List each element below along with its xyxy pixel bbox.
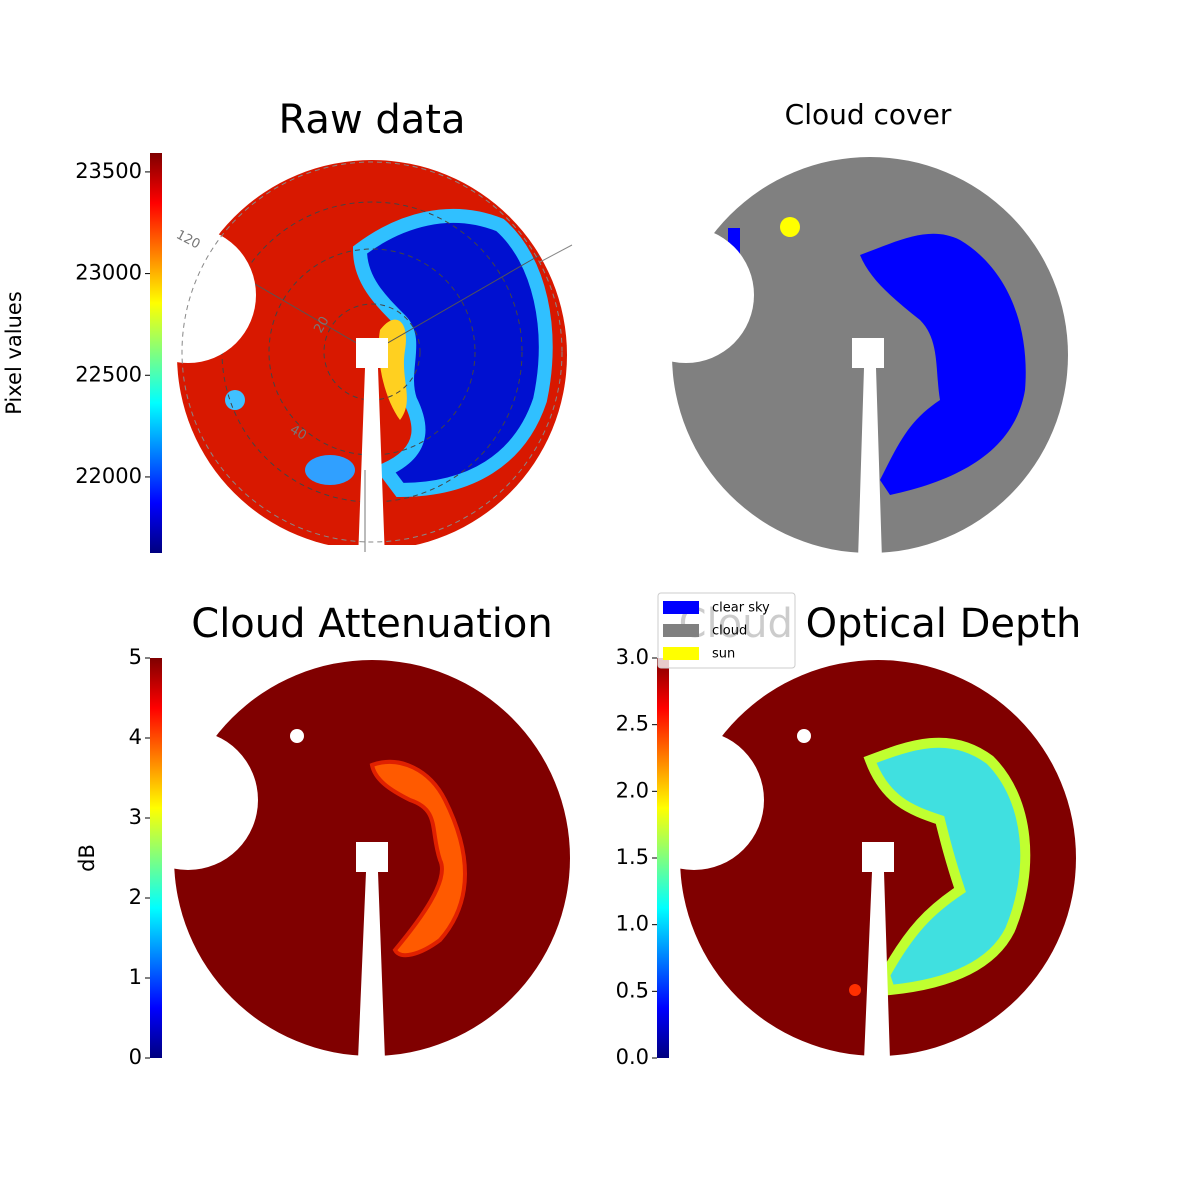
colorbar-tick-label: 1 [129,965,142,989]
polar-spoke [539,244,573,263]
attenuation-image [170,655,580,1065]
colorbar-tick-label: 1.5 [616,845,649,869]
colorbar-tick-label: 2 [129,885,142,909]
colorbar-tick-label: 22000 [75,464,142,488]
legend-label: sun [712,647,735,662]
colorbar-tick-label: 22500 [75,362,142,386]
colorbar-tick-label: 2.0 [616,778,649,802]
legend-swatch [663,647,699,660]
panel-title: Raw data [279,97,466,143]
colorbar-tick-label: 5 [129,645,142,669]
panel-title: Cloud Attenuation [191,601,552,647]
polar-label: 40 [287,422,309,443]
colorbar-tick-label: 4 [129,725,142,749]
colorbar-tick-label: 0 [129,1045,142,1069]
colorbar-tick-label: 2.5 [616,712,649,736]
colorbar-label: dB [75,844,99,872]
colorbar [150,658,162,1058]
colorbar-tick-label: 3.0 [616,645,649,669]
legend-swatch [663,624,699,637]
panel-title: Cloud cover [785,98,952,131]
colorbar-label: Pixel values [2,291,26,415]
colorbar-tick-label: 0.0 [616,1045,649,1069]
polar-ring [181,161,563,543]
raw-image [170,150,570,560]
legend-swatch [663,601,699,614]
optical-depth-image [676,655,1086,1065]
colorbar-tick-label: 0.5 [616,978,649,1002]
cloud-cover-image [660,150,1080,560]
colorbar [657,658,669,1058]
polar-label: 20 [311,314,332,336]
legend-label: cloud [712,624,747,639]
colorbar-tick-label: 23000 [75,261,142,285]
colorbar [150,153,162,553]
colorbar-tick-label: 23500 [75,159,142,183]
legend-label: clear sky [712,601,770,616]
colorbar-tick-label: 1.0 [616,912,649,936]
colorbar-tick-label: 3 [129,805,142,829]
